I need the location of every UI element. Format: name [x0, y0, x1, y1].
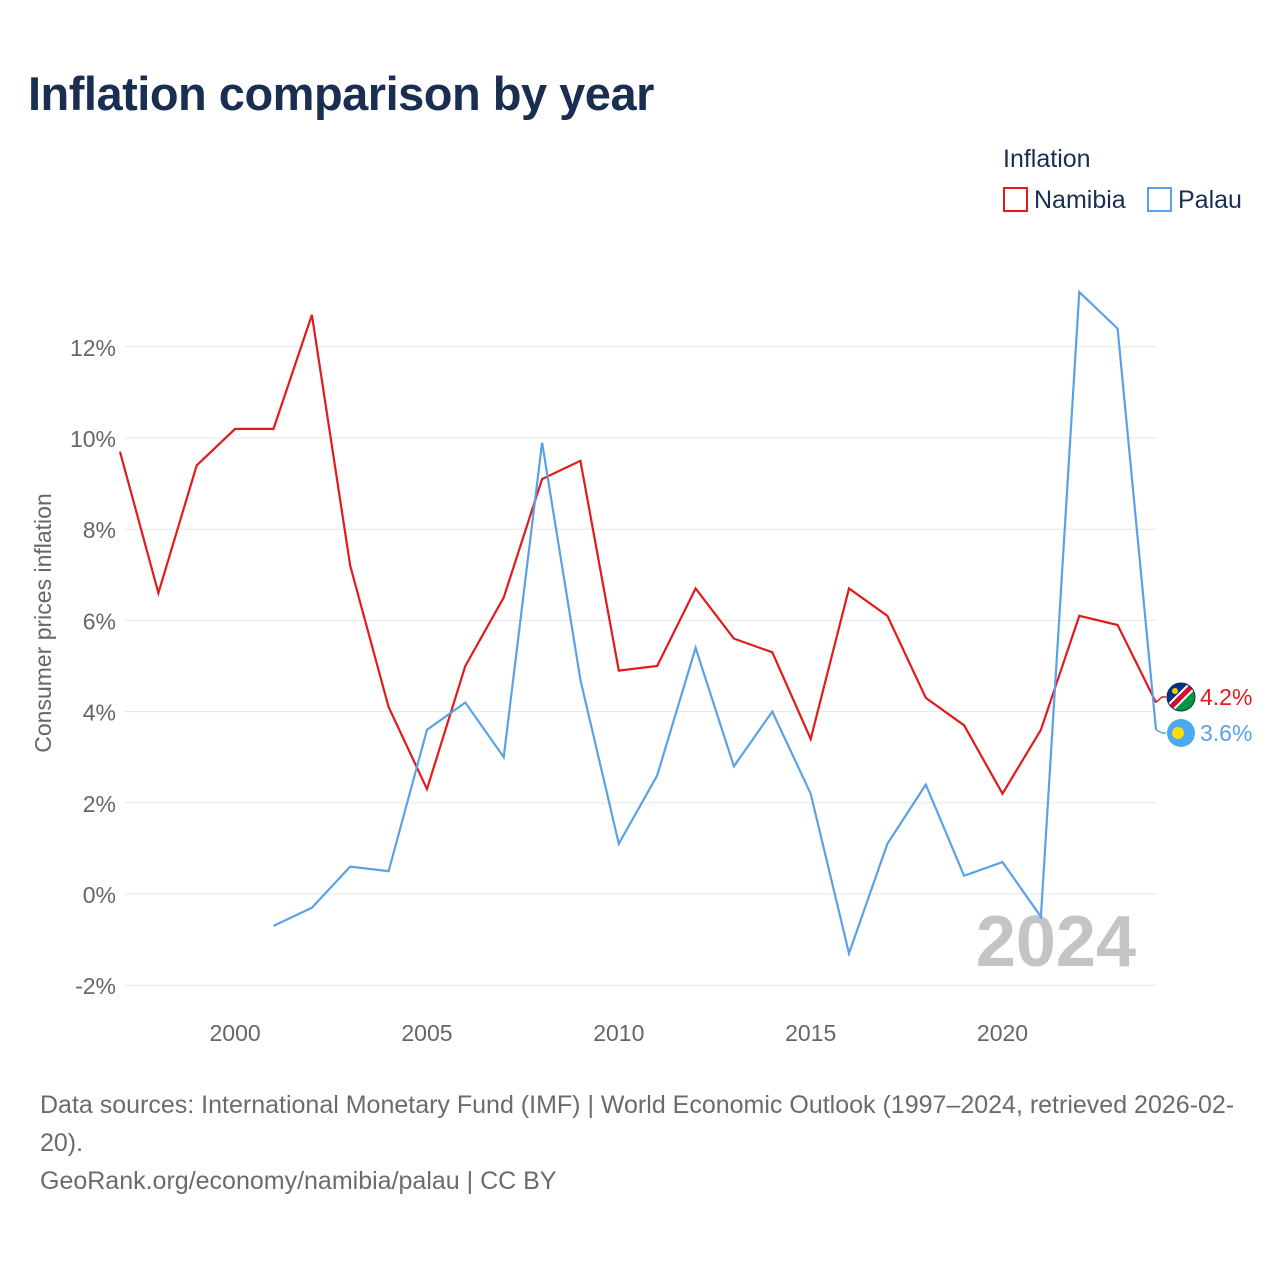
data-sources-note: Data sources: International Monetary Fun… [40, 1091, 1235, 1157]
legend-item-palau[interactable]: Palau [1147, 186, 1242, 214]
y-tick-label: 12% [70, 335, 116, 361]
series-line-namibia [118, 314, 1157, 796]
x-axis-ticks: 2000 2005 2010 2015 2020 [210, 1020, 1029, 1046]
y-tick-label: -2% [75, 973, 116, 999]
y-tick-label: 0% [83, 882, 116, 908]
y-tick-label: 2% [83, 791, 116, 817]
line-chart: -2% 0% 2% 4% 6% 8% 10% 12% 2000 2005 2010 2015 2020… [30, 145, 1252, 1046]
end-labels: 4.2% 3.6% [1155, 682, 1252, 747]
chart-title: Inflation comparison by year [28, 67, 654, 120]
end-label-palau: 3.6% [1200, 720, 1252, 746]
legend: Inflation Namibia Palau [1003, 145, 1242, 214]
year-watermark: 2024 [976, 902, 1136, 982]
series-line-palau [273, 289, 1158, 958]
x-tick-label: 2000 [210, 1020, 261, 1046]
footer: Data sources: International Monetary Fun… [40, 1086, 1250, 1200]
palau-flag-icon [1167, 719, 1195, 747]
x-tick-label: 2020 [977, 1020, 1028, 1046]
legend-label-palau: Palau [1178, 186, 1242, 214]
legend-label-namibia: Namibia [1034, 186, 1126, 214]
legend-title: Inflation [1003, 145, 1091, 173]
attribution-link[interactable]: GeoRank.org/economy/namibia/palau | CC B… [40, 1167, 557, 1195]
y-tick-label: 4% [83, 700, 116, 726]
namibia-flag-icon [1166, 682, 1196, 712]
legend-swatch-palau [1147, 187, 1172, 212]
legend-item-namibia[interactable]: Namibia [1003, 186, 1126, 214]
gridlines [125, 346, 1156, 986]
legend-swatch-namibia [1003, 187, 1028, 212]
y-tick-label: 6% [83, 608, 116, 634]
end-connector-palau [1155, 729, 1166, 734]
x-tick-label: 2005 [401, 1020, 452, 1046]
end-label-namibia: 4.2% [1200, 684, 1252, 710]
series-lines [118, 289, 1158, 958]
y-axis-label: Consumer prices inflation [30, 493, 56, 753]
end-connector-namibia [1155, 696, 1166, 704]
y-tick-label: 8% [83, 517, 116, 543]
x-tick-label: 2015 [785, 1020, 836, 1046]
x-tick-label: 2010 [593, 1020, 644, 1046]
y-axis-ticks: -2% 0% 2% 4% 6% 8% 10% 12% [70, 335, 116, 999]
y-tick-label: 10% [70, 426, 116, 452]
